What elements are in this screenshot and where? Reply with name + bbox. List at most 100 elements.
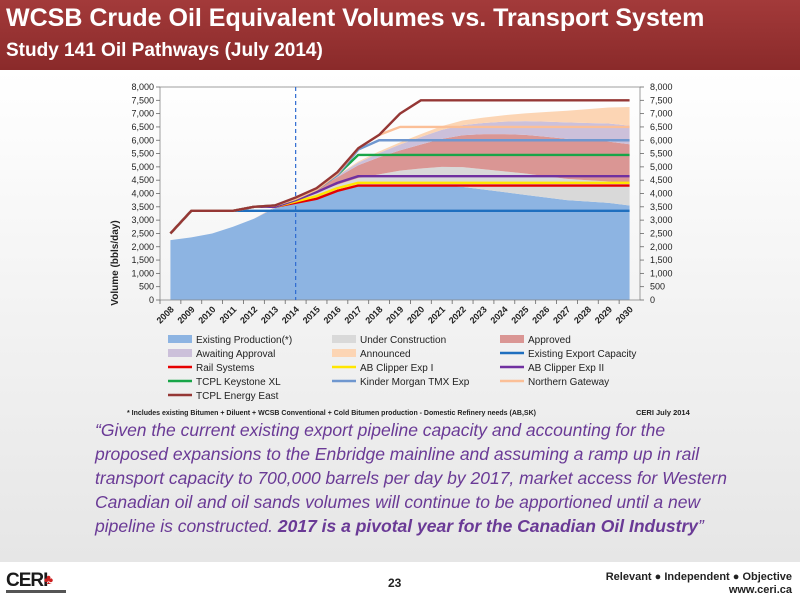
x-tick-label: 2015: [301, 304, 322, 325]
legend-label-10: Kinder Morgan TMX Exp: [360, 377, 470, 388]
y-tick-label-right: 2,500: [650, 228, 673, 238]
legend-label-5: Existing Export Capacity: [528, 349, 636, 360]
x-tick-label: 2029: [593, 304, 614, 325]
legend-label-9: TCPL Keystone XL: [196, 377, 281, 388]
x-tick-label: 2026: [530, 304, 551, 325]
legend-label-7: AB Clipper Exp I: [360, 363, 433, 374]
y-tick-label-left: 0: [149, 295, 154, 305]
line-0: [169, 209, 630, 235]
x-tick-label: 2010: [196, 304, 217, 325]
y-tick-label-left: 7,000: [131, 109, 154, 119]
ceri-logo: CERI ♣: [6, 570, 66, 596]
footer: [0, 562, 800, 600]
quote-block: “Given the current existing export pipel…: [95, 418, 735, 538]
maple-leaf-icon: ♣: [44, 571, 54, 587]
x-tick-label: 2018: [363, 304, 384, 325]
quote-emphasis: 2017 is a pivotal year for the Canadian …: [277, 516, 699, 536]
quote-close: ”: [698, 516, 704, 536]
y-tick-label-right: 0: [650, 295, 655, 305]
x-tick-label: 2022: [447, 304, 468, 325]
y-tick-label-left: 7,500: [131, 95, 154, 105]
website-link[interactable]: www.ceri.ca: [728, 584, 792, 596]
y-tick-label-right: 5,500: [650, 149, 673, 159]
legend-label-0: Existing Production(*): [196, 335, 292, 346]
slide-subtitle: Study 141 Oil Pathways (July 2014): [6, 40, 323, 61]
y-tick-label-left: 2,000: [131, 242, 154, 252]
page-number: 23: [388, 576, 402, 590]
legend-swatch-4: [332, 349, 356, 357]
y-tick-label-left: 4,500: [131, 175, 154, 185]
legend-label-12: TCPL Energy East: [196, 391, 279, 402]
y-tick-label-left: 8,000: [131, 82, 154, 92]
legend-label-6: Rail Systems: [196, 363, 254, 374]
legend-label-3: Awaiting Approval: [196, 349, 275, 360]
x-tick-label: 2017: [342, 304, 363, 325]
y-tick-label-left: 6,000: [131, 135, 154, 145]
x-tick-label: 2024: [489, 304, 510, 325]
y-tick-label-right: 500: [650, 282, 665, 292]
y-tick-label-left: 4,000: [131, 189, 154, 199]
volume-chart: 0 0 500 500 1,000 1,000 1,500 1,500 2,000 2,000 2,…: [110, 82, 691, 417]
area-0: [170, 185, 630, 300]
y-tick-label-right: 7,000: [650, 109, 673, 119]
quote-text: “Given the current existing export pipel…: [95, 420, 727, 536]
y-tick-label-left: 5,000: [131, 162, 154, 172]
y-tick-label-left: 3,000: [131, 215, 154, 225]
x-tick-label: 2030: [614, 304, 635, 325]
legend-swatch-3: [168, 349, 192, 357]
x-tick-label: 2011: [218, 304, 239, 325]
y-tick-label-right: 7,500: [650, 95, 673, 105]
x-tick-label: 2028: [572, 304, 593, 325]
legend-label-11: Northern Gateway: [528, 377, 609, 388]
y-tick-label-right: 5,000: [650, 162, 673, 172]
title-band: WCSB Crude Oil Equivalent Volumes vs. Tr…: [0, 0, 800, 70]
x-tick-label: 2027: [551, 304, 572, 325]
y-tick-label-right: 4,500: [650, 175, 673, 185]
x-tick-label: 2013: [259, 304, 280, 325]
x-tick-label: 2023: [468, 304, 489, 325]
y-tick-label-right: 3,500: [650, 202, 673, 212]
x-tick-label: 2019: [384, 304, 405, 325]
x-tick-label: 2009: [175, 304, 196, 325]
logo-underline: [6, 590, 66, 593]
area-2: [170, 134, 630, 241]
y-tick-label-right: 4,000: [650, 189, 673, 199]
y-tick-label-right: 8,000: [650, 82, 673, 92]
slide-title: WCSB Crude Oil Equivalent Volumes vs. Tr…: [6, 4, 705, 32]
x-tick-label: 2020: [405, 304, 426, 325]
area-4: [170, 106, 630, 241]
legend-label-8: AB Clipper Exp II: [528, 363, 604, 374]
tagline: Relevant ● Independent ● Objective: [605, 571, 792, 583]
y-tick-label-left: 1,000: [131, 268, 154, 278]
y-tick-label-right: 1,000: [650, 268, 673, 278]
y-tick-label-right: 6,000: [650, 135, 673, 145]
x-tick-label: 2025: [509, 304, 530, 325]
stacked-areas: [170, 106, 630, 300]
y-tick-label-left: 500: [139, 282, 154, 292]
x-tick-label: 2012: [238, 304, 259, 325]
y-tick-label-left: 6,500: [131, 122, 154, 132]
x-tick-label: 2021: [426, 304, 447, 325]
y-tick-label-left: 5,500: [131, 149, 154, 159]
capacity-lines: [169, 87, 630, 300]
y-tick-label-right: 6,500: [650, 122, 673, 132]
source-note: CERI July 2014: [636, 408, 691, 417]
legend-label-1: Under Construction: [360, 335, 446, 346]
logo-text: CERI: [6, 570, 48, 591]
legend-swatch-0: [168, 335, 192, 343]
x-tick-label: 2016: [322, 304, 343, 325]
chart-footnote: * Includes existing Bitumen + Diluent + …: [127, 410, 536, 417]
chart-legend: Existing Production(*) Under Construction…: [168, 335, 636, 402]
y-tick-label-right: 3,000: [650, 215, 673, 225]
legend-swatch-2: [500, 335, 524, 343]
legend-label-2: Approved: [528, 335, 571, 346]
x-tick-label: 2014: [280, 304, 301, 325]
tagline-block: Relevant ● Independent ● Objective www.c…: [606, 571, 792, 597]
y-tick-label-left: 3,500: [131, 202, 154, 212]
y-axis-label: Volume (bbls/day): [110, 220, 121, 305]
y-tick-label-left: 1,500: [131, 255, 154, 265]
y-tick-label-right: 1,500: [650, 255, 673, 265]
y-tick-label-right: 2,000: [650, 242, 673, 252]
area-3: [170, 121, 630, 241]
x-tick-label: 2008: [155, 304, 176, 325]
